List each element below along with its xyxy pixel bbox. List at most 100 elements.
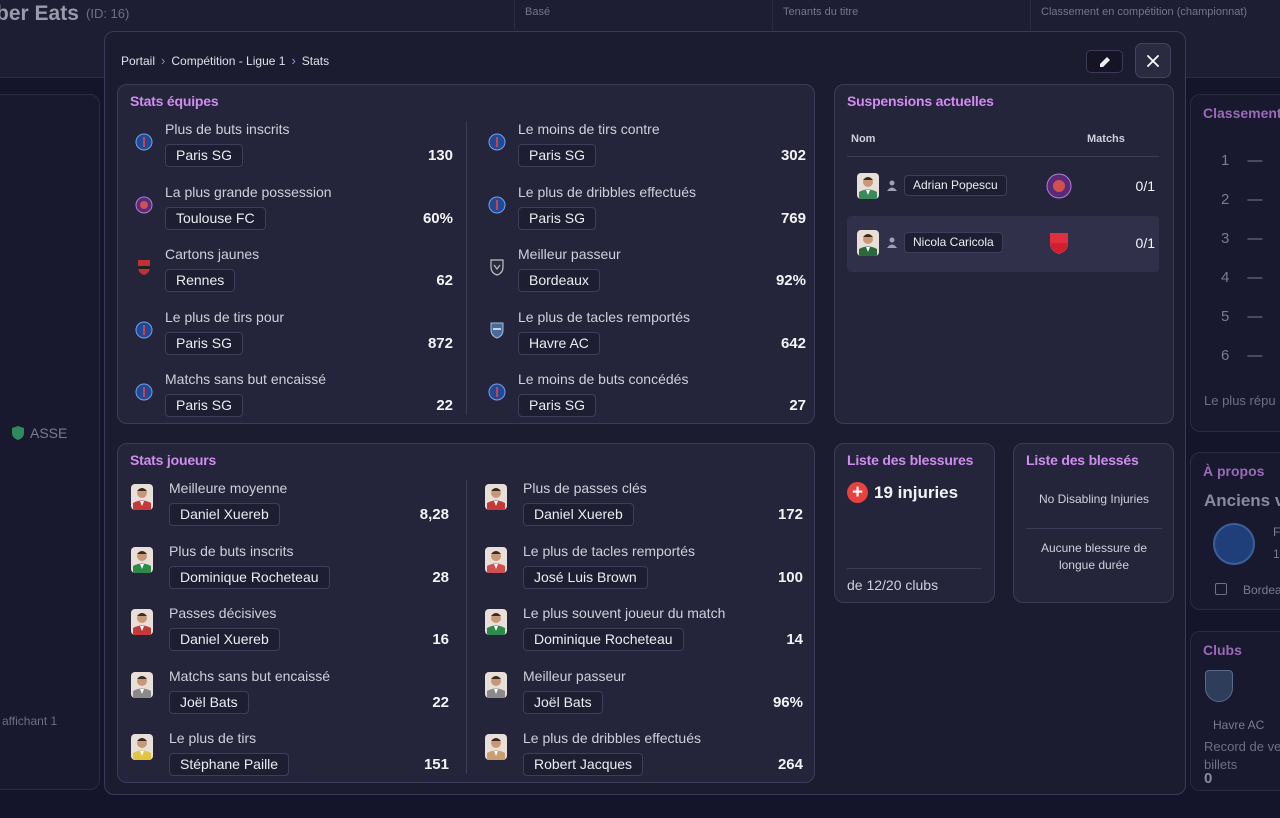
background-left-panel <box>0 94 100 790</box>
team-chip[interactable]: Rennes <box>165 269 236 292</box>
player-stat-item[interactable]: Le plus de dribbles effectués Robert Jacq… <box>485 730 803 786</box>
suspension-matches: 0/1 <box>1135 235 1155 251</box>
player-chip[interactable]: Joël Bats <box>523 690 603 714</box>
stat-label: Le plus de tacles remportés <box>518 308 690 325</box>
background-clubs-title: Clubs <box>1203 642 1242 658</box>
stat-label: Le moins de buts concédés <box>518 371 689 387</box>
player-stat-item[interactable]: Plus de buts inscrits Dominique Rocheteau… <box>131 543 449 599</box>
team-chip[interactable]: Paris SG <box>518 206 597 230</box>
player-chip[interactable]: Daniel Xuereb <box>169 628 280 651</box>
player-stat-item[interactable]: Plus de passes clés Daniel Xuereb 172 <box>485 480 803 536</box>
background-col-ranking: Classement en compétition (championnat) <box>1030 0 1280 30</box>
player-stats-title: Stats joueurs <box>130 452 217 468</box>
team-chip[interactable]: Paris SG <box>165 331 244 355</box>
player-stat-item[interactable]: Le plus de tirs Stéphane Paille 151 <box>131 730 449 786</box>
team-chip[interactable]: Paris SG <box>165 394 244 417</box>
stat-value: 130 <box>427 147 453 164</box>
shield-icon <box>12 426 24 440</box>
background-about-panel: À propos Anciens v F 19 Bordea <box>1190 452 1280 610</box>
suspended-player-chip[interactable]: Nicola Caricola <box>904 232 1003 253</box>
background-id: (ID: 16) <box>86 6 130 21</box>
team-stat-item[interactable]: Cartons jaunes Rennes 62 <box>135 246 453 302</box>
background-about-detail-a: F <box>1273 525 1280 539</box>
stat-value: 60% <box>422 209 453 227</box>
stat-value: 27 <box>789 397 806 414</box>
stat-value: 100 <box>777 568 803 586</box>
stat-label: La plus grande possession <box>165 183 332 200</box>
player-chip[interactable]: Robert Jacques <box>523 753 644 776</box>
player-chip[interactable]: José Luis Brown <box>523 565 648 589</box>
player-stat-item[interactable]: Passes décisives Daniel Xuereb 16 <box>131 605 449 661</box>
team-chip[interactable]: Paris SG <box>518 394 597 417</box>
player-chip[interactable]: Joël Bats <box>169 690 249 714</box>
team-chip[interactable]: Bordeaux <box>518 269 600 292</box>
team-stat-item[interactable]: Le plus de tirs pour Paris SG 872 <box>135 309 453 365</box>
edit-button[interactable] <box>1086 50 1123 73</box>
player-chip[interactable]: Dominique Rocheteau <box>523 628 684 651</box>
player-chip[interactable]: Daniel Xuereb <box>523 503 634 526</box>
stat-value: 302 <box>780 147 806 164</box>
stat-value: 872 <box>427 334 453 352</box>
player-avatar <box>485 734 507 760</box>
team-stat-item[interactable]: Le plus de dribbles effectués Paris SG 769 <box>488 184 806 240</box>
player-avatar <box>131 671 153 698</box>
team-stats-title: Stats équipes <box>130 93 219 109</box>
team-stat-item[interactable]: Le moins de tirs contre Paris SG 302 <box>488 121 806 177</box>
background-clubs-name: Havre AC <box>1213 718 1265 732</box>
stat-value: 642 <box>780 334 806 352</box>
breadcrumb-competition[interactable]: Compétition - Ligue 1 <box>171 53 286 68</box>
club-crest-icon <box>135 383 153 401</box>
stat-label: Le moins de tirs contre <box>518 121 660 137</box>
player-stat-item[interactable]: Meilleure moyenne Daniel Xuereb 8,28 <box>131 480 449 536</box>
team-stat-item[interactable]: Meilleur passeur Bordeaux 92% <box>488 246 806 302</box>
stat-value: 264 <box>777 756 803 773</box>
background-col-base: Basé <box>514 0 772 30</box>
person-icon <box>887 237 897 248</box>
club-crest-icon <box>135 258 153 276</box>
background-rank-row: 4— <box>1221 269 1263 286</box>
team-stat-item[interactable]: Plus de buts inscrits Paris SG 130 <box>135 121 453 177</box>
player-chip[interactable]: Dominique Rocheteau <box>169 565 330 589</box>
team-chip[interactable]: Paris SG <box>165 144 244 167</box>
stat-value: 8,28 <box>419 506 449 523</box>
team-chip[interactable]: Paris SG <box>518 144 597 167</box>
team-stat-item[interactable]: Matchs sans but encaissé Paris SG 22 <box>135 371 453 427</box>
team-stat-item[interactable]: Le moins de buts concédés Paris SG 27 <box>488 371 806 427</box>
team-stat-item[interactable]: Le plus de tacles remportés Havre AC 642 <box>488 309 806 365</box>
pencil-icon <box>1099 56 1110 67</box>
player-stat-item[interactable]: Matchs sans but encaissé Joël Bats 22 <box>131 668 449 724</box>
player-avatar <box>857 230 879 256</box>
team-chip[interactable]: Toulouse FC <box>165 206 266 230</box>
player-stat-item[interactable]: Le plus souvent joueur du match Dominique… <box>485 605 803 661</box>
background-rankings-title: Classements <box>1203 105 1280 121</box>
stat-label: Le plus de tirs pour <box>165 308 285 325</box>
club-crest-icon <box>488 321 506 339</box>
suspension-row[interactable]: Nicola Caricola 0/1 <box>847 216 1159 272</box>
injuries-clubs-text: de 12/20 clubs <box>847 577 939 593</box>
team-stats-panel: Stats équipes Plus de buts inscrits Paris… <box>117 84 815 424</box>
player-avatar <box>485 671 507 698</box>
background-club-asse[interactable]: ASSE <box>12 425 67 441</box>
player-stat-item[interactable]: Meilleur passeur Joël Bats 96% <box>485 668 803 724</box>
player-chip[interactable]: Daniel Xuereb <box>169 503 280 526</box>
stat-value: 28 <box>432 568 449 586</box>
injured-panel: Liste des blessés No Disabling Injuries … <box>1013 443 1174 603</box>
stat-label: Cartons jaunes <box>165 246 260 262</box>
suspension-row[interactable]: Adrian Popescu 0/1 <box>847 159 1159 215</box>
club-crest-icon <box>1046 230 1072 256</box>
team-stat-item[interactable]: La plus grande possession Toulouse FC 60% <box>135 184 453 240</box>
stat-label: Meilleure moyenne <box>169 480 288 496</box>
player-stat-item[interactable]: Le plus de tacles remportés José Luis Bro… <box>485 543 803 599</box>
background-clubs-record-value: 0 <box>1204 770 1213 787</box>
close-button[interactable] <box>1135 43 1171 78</box>
injured-long-term-text: Aucune blessure de longue durée <box>1040 541 1148 572</box>
player-chip[interactable]: Stéphane Paille <box>169 753 290 776</box>
breadcrumb-portal[interactable]: Portail <box>121 53 156 68</box>
team-chip[interactable]: Havre AC <box>518 331 600 355</box>
suspensions-panel: Suspensions actuelles Nom Matchs Adrian … <box>834 84 1174 424</box>
stat-label: Le plus de dribbles effectués <box>523 730 701 746</box>
suspended-player-chip[interactable]: Adrian Popescu <box>904 175 1007 196</box>
stat-value: 16 <box>432 631 449 648</box>
suspension-matches: 0/1 <box>1135 178 1155 194</box>
club-crest-icon <box>1046 173 1072 199</box>
